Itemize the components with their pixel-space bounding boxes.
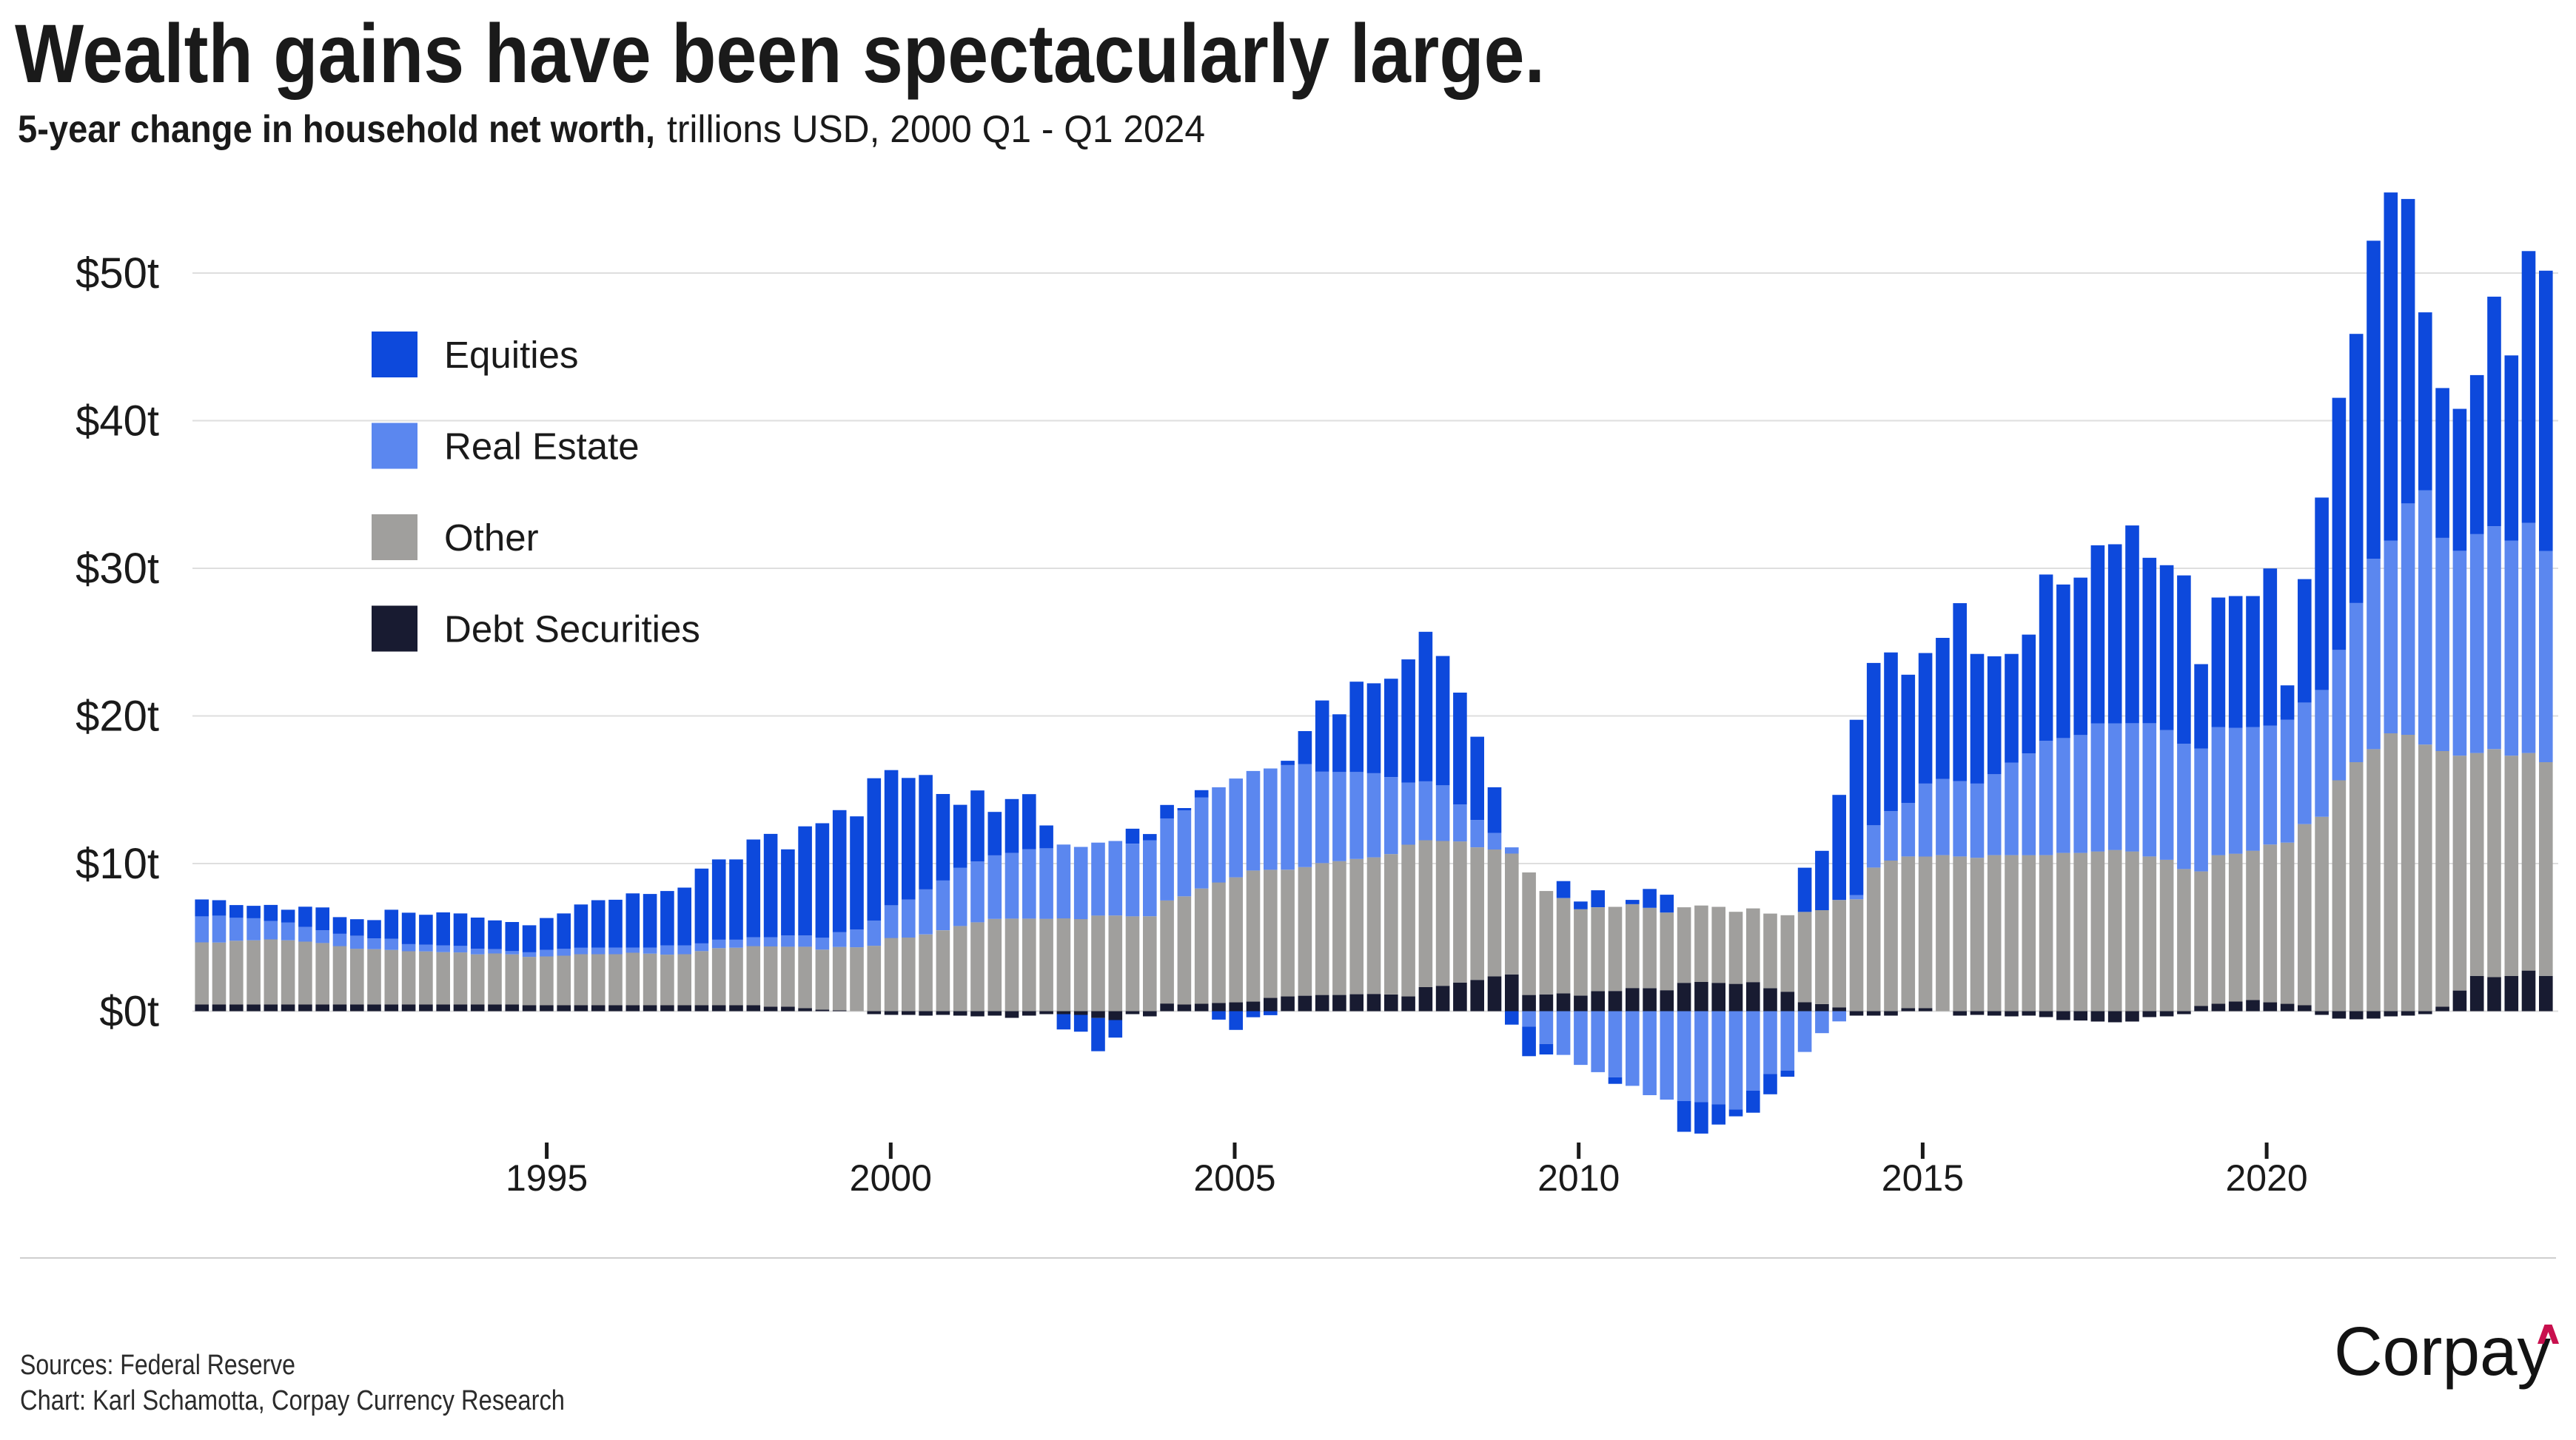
svg-text:Wealth gains have been spectac: Wealth gains have been spectacularly lar… xyxy=(15,7,1545,100)
svg-text:Sources: Federal Reserve: Sources: Federal Reserve xyxy=(20,1350,295,1381)
svg-text:$20t: $20t xyxy=(76,693,159,741)
svg-text:Real Estate: Real Estate xyxy=(444,425,640,468)
svg-text:2005: 2005 xyxy=(1193,1157,1275,1199)
svg-text:Equities: Equities xyxy=(444,334,578,376)
svg-text:$30t: $30t xyxy=(76,545,159,593)
svg-text:trillions USD, 2000 Q1 - Q1 20: trillions USD, 2000 Q1 - Q1 2024 xyxy=(667,108,1205,151)
svg-text:2000: 2000 xyxy=(850,1157,932,1199)
svg-text:$10t: $10t xyxy=(76,840,159,888)
svg-text:2010: 2010 xyxy=(1537,1157,1620,1199)
svg-text:Debt Securities: Debt Securities xyxy=(444,608,700,650)
svg-text:1995: 1995 xyxy=(506,1157,588,1199)
svg-text:2020: 2020 xyxy=(2225,1157,2307,1199)
svg-text:$50t: $50t xyxy=(76,249,159,297)
svg-text:$40t: $40t xyxy=(76,397,159,445)
svg-text:5-year change in household net: 5-year change in household net worth, xyxy=(18,108,655,151)
svg-text:Other: Other xyxy=(444,517,539,559)
svg-text:Corpay: Corpay xyxy=(2334,1313,2551,1390)
svg-text:$0t: $0t xyxy=(99,988,159,1036)
svg-text:2015: 2015 xyxy=(1882,1157,1964,1199)
svg-text:Chart: Karl Schamotta, Corpay: Chart: Karl Schamotta, Corpay Currency R… xyxy=(20,1385,565,1416)
